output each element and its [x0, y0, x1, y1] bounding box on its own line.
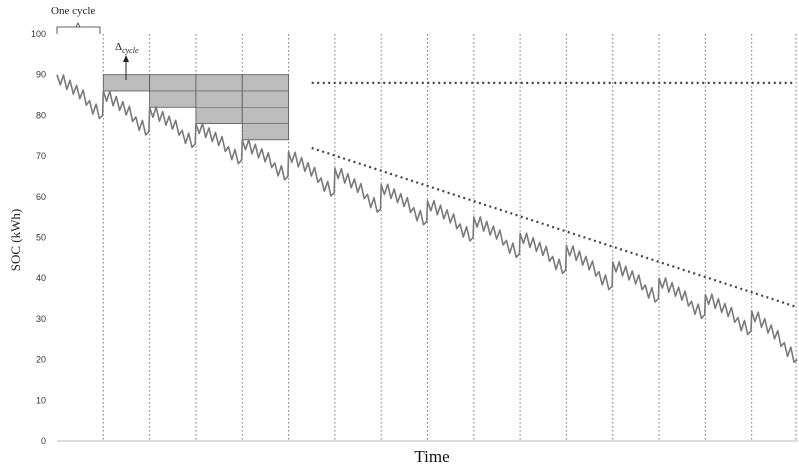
delta-boxes — [102, 74, 289, 141]
x-axis-title: Time — [414, 447, 449, 466]
delta-main: Δ — [115, 41, 122, 53]
delta-label: Δcycle — [115, 41, 139, 55]
delta-box — [195, 74, 243, 124]
reference-line — [311, 146, 797, 308]
y-tick-label: 90 — [36, 70, 46, 80]
cycle-gridlines — [57, 34, 798, 442]
delta-arrow-head — [123, 55, 129, 62]
y-tick-label: 80 — [36, 110, 46, 120]
y-tick-label: 20 — [36, 355, 46, 365]
y-axis: 0 10 20 30 40 50 60 70 80 90 100 — [31, 29, 46, 446]
y-tick-label: 50 — [36, 233, 46, 243]
y-tick-label: 0 — [41, 436, 46, 446]
soc-line — [56, 74, 798, 363]
annotations: One cycle Δcycle — [51, 5, 139, 80]
delta-subscript: cycle — [122, 46, 139, 55]
one-cycle-bracket — [56, 26, 101, 34]
soc-series — [56, 74, 798, 363]
one-cycle-bracket-notch — [75, 22, 81, 28]
y-tick-label: 10 — [36, 395, 46, 405]
y-tick-label: 60 — [36, 192, 46, 202]
y-tick-label: 100 — [31, 29, 46, 39]
reference-lines — [311, 81, 797, 308]
y-tick-label: 70 — [36, 151, 46, 161]
y-axis-title: SOC (kWh) — [8, 209, 23, 271]
y-tick-label: 40 — [36, 273, 46, 283]
y-tick-label: 30 — [36, 314, 46, 324]
one-cycle-label: One cycle — [51, 5, 95, 17]
